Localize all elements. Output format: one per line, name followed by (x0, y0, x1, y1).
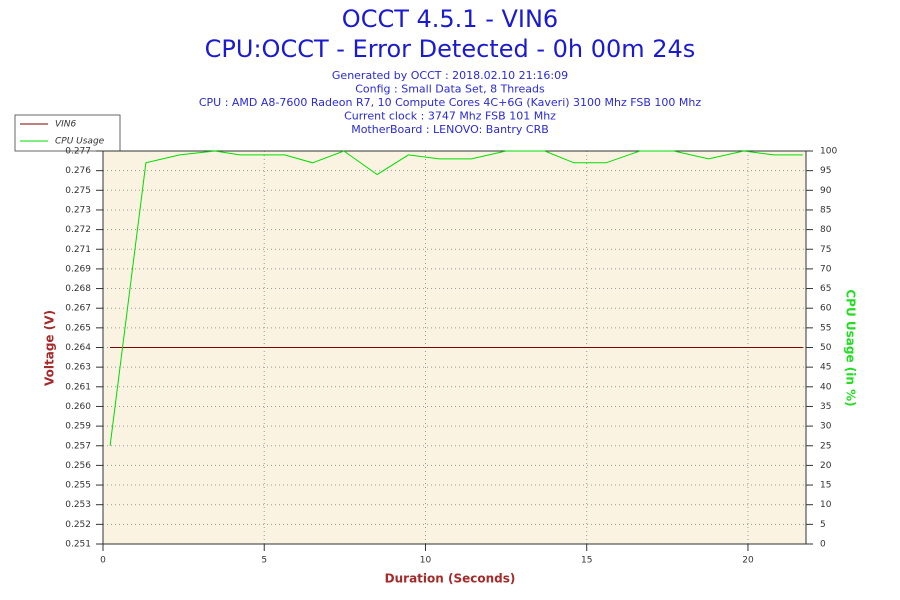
legend-label: VIN6 (55, 120, 77, 130)
data-line (109, 150, 803, 446)
x-tick-label: 15 (581, 556, 592, 566)
chart-title: OCCT 4.5.1 - VIN6 (342, 5, 558, 33)
y-tick-label: 0.264 (65, 343, 91, 353)
y-tick-label: 0.276 (65, 166, 91, 176)
info-line: CPU : AMD A8-7600 Radeon R7, 10 Compute … (199, 96, 702, 109)
y2-tick-label: 5 (820, 520, 826, 530)
y2-tick-label: 70 (820, 264, 832, 274)
info-line: Config : Small Data Set, 8 Threads (355, 83, 545, 96)
x-tick-label: 0 (100, 556, 106, 566)
y2-tick-label: 10 (820, 500, 832, 510)
y2-tick-label: 80 (820, 225, 832, 235)
y-tick-label: 0.261 (65, 382, 91, 392)
y-axis-label: Voltage (V) (43, 310, 57, 386)
y2-tick-label: 45 (820, 363, 831, 373)
y2-axis-label: CPU Usage (in %) (844, 289, 858, 406)
y-tick-label: 0.267 (65, 304, 91, 314)
y2-tick-label: 85 (820, 205, 831, 215)
y-tick-label: 0.252 (65, 520, 91, 530)
y2-tick-label: 40 (820, 382, 832, 392)
y-tick-label: 0.268 (65, 284, 91, 294)
y2-tick-label: 95 (820, 166, 831, 176)
plot-frame (102, 150, 807, 545)
y2-tick-label: 75 (820, 245, 831, 255)
y-tick-label: 0.272 (65, 225, 91, 235)
x-tick-label: 10 (420, 556, 432, 566)
y-tick-label: 0.265 (65, 323, 91, 333)
info-line: Current clock : 3747 Mhz FSB 101 Mhz (344, 110, 556, 123)
y-tick-label: 0.271 (65, 245, 91, 255)
y-tick-label: 0.251 (65, 540, 91, 550)
y2-tick-label: 35 (820, 402, 831, 412)
y2-tick-label: 50 (820, 343, 832, 353)
y2-tick-label: 20 (820, 461, 832, 471)
y-tick-label: 0.259 (65, 422, 91, 432)
y-tick-label: 0.277 (65, 147, 91, 157)
y2-tick-label: 55 (820, 323, 831, 333)
x-tick-label: 20 (742, 556, 754, 566)
y-tick-label: 0.260 (65, 402, 91, 412)
y2-tick-label: 65 (820, 284, 831, 294)
y-tick-label: 0.256 (65, 461, 91, 471)
y-tick-label: 0.257 (65, 441, 91, 451)
y2-tick-label: 25 (820, 441, 831, 451)
x-tick-label: 5 (261, 556, 267, 566)
y2-tick-label: 100 (820, 147, 837, 157)
y2-tick-label: 90 (820, 186, 832, 196)
info-line: MotherBoard : LENOVO: Bantry CRB (351, 123, 549, 136)
legend-label: CPU Usage (55, 137, 105, 147)
y2-tick-label: 60 (820, 304, 832, 314)
y-tick-label: 0.255 (65, 481, 91, 491)
y2-tick-label: 15 (820, 481, 831, 491)
chart-subtitle: CPU:OCCT - Error Detected - 0h 00m 24s (205, 35, 696, 63)
y2-tick-label: 30 (820, 422, 832, 432)
info-line: Generated by OCCT : 2018.02.10 21:16:09 (332, 69, 568, 82)
y-tick-label: 0.253 (65, 500, 91, 510)
y-tick-label: 0.263 (65, 363, 91, 373)
x-axis-label: Duration (Seconds) (385, 572, 516, 586)
y-tick-label: 0.269 (65, 264, 91, 274)
y2-tick-label: 0 (820, 540, 826, 550)
legend (14, 114, 121, 152)
y-tick-label: 0.273 (65, 205, 91, 215)
y-tick-label: 0.275 (65, 186, 91, 196)
